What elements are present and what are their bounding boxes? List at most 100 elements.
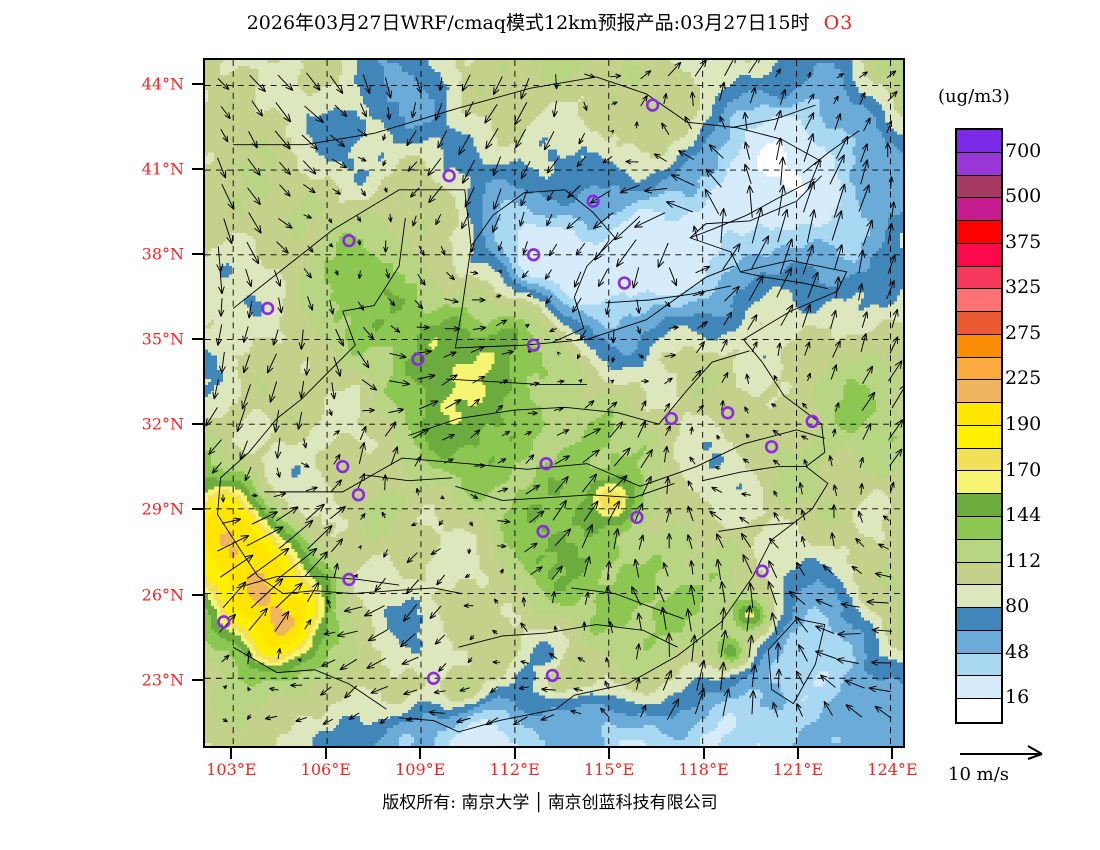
map-canvas[interactable] <box>205 60 903 746</box>
colorbar-band <box>957 198 1001 222</box>
latitude-tick-label: 35°N <box>142 330 184 349</box>
colorbar-band <box>957 676 1001 700</box>
longitude-tick-mark <box>419 748 422 759</box>
longitude-tick-label: 124°E <box>867 760 917 779</box>
latitude-axis: 44°N 41°N 38°N 35°N 32°N 29°N 26°N 23°N <box>0 0 203 850</box>
colorbar-tick-label: 16 <box>1005 686 1029 708</box>
city-marker[interactable] <box>351 488 366 502</box>
copyright-notice: 版权所有: 南京大学 │ 南京创蓝科技有限公司 <box>0 788 1100 813</box>
city-marker[interactable] <box>539 456 553 471</box>
latitude-tick-label: 26°N <box>142 585 184 604</box>
copyright-owner: 版权所有: 南京大学 <box>382 793 529 813</box>
colorbar-band <box>957 334 1001 358</box>
forecast-map[interactable] <box>203 58 905 748</box>
colorbar-tick-label: 190 <box>1005 413 1041 435</box>
title-text: 2026年03月27日WRF/cmaq模式12km预报产品:03月27日15时 <box>247 12 810 34</box>
longitude-tick-mark <box>796 748 799 759</box>
colorbar-tick-label: 170 <box>1005 459 1041 481</box>
colorbar <box>955 128 1003 724</box>
colorbar-tick-label: 80 <box>1005 595 1029 617</box>
latitude-tick-mark <box>192 593 203 596</box>
city-marker[interactable] <box>342 233 356 248</box>
city-marker[interactable] <box>805 414 819 429</box>
right-arrow-icon <box>960 745 1043 760</box>
city-marker[interactable] <box>526 248 541 262</box>
city-markers[interactable] <box>217 98 819 685</box>
longitude-tick-label: 115°E <box>584 760 634 779</box>
copyright-separator: │ <box>533 793 543 813</box>
city-marker[interactable] <box>764 440 779 454</box>
colorbar-band <box>957 312 1001 335</box>
colorbar-band <box>957 653 1001 677</box>
colorbar-band <box>957 175 1001 199</box>
page-title: 2026年03月27日WRF/cmaq模式12km预报产品:03月27日15时 O… <box>0 8 1100 35</box>
city-marker[interactable] <box>336 459 350 474</box>
city-marker[interactable] <box>586 194 600 208</box>
longitude-tick-label: 106°E <box>301 760 351 779</box>
colorbar-band <box>957 630 1001 654</box>
latitude-tick-label: 38°N <box>142 244 184 263</box>
latitude-tick-label: 29°N <box>142 500 184 519</box>
colorbar-band <box>957 221 1001 244</box>
wind-scale-label: 10 m/s <box>948 764 1009 785</box>
longitude-tick-mark <box>324 748 327 759</box>
colorbar-band <box>957 699 1001 722</box>
colorbar-tick-label: 700 <box>1005 140 1041 162</box>
latitude-tick-label: 32°N <box>142 415 184 434</box>
city-marker[interactable] <box>526 338 541 352</box>
city-marker[interactable] <box>536 524 550 539</box>
longitude-tick-mark <box>608 748 611 759</box>
colorbar-units: (ug/m3) <box>938 86 1010 107</box>
wind-vector-field <box>205 60 903 726</box>
colorbar-band <box>957 494 1001 518</box>
colorbar-labels: 700 500 375 325 275 225 190 170 144 112 80 48 16 <box>1005 128 1100 720</box>
city-marker[interactable] <box>442 169 456 183</box>
colorbar-band <box>957 425 1001 449</box>
colorbar-tick-label: 48 <box>1005 641 1029 663</box>
species-label: O3 <box>824 12 854 34</box>
longitude-tick-mark <box>513 748 516 759</box>
latitude-tick-label: 44°N <box>142 74 184 93</box>
colorbar-band <box>957 539 1001 563</box>
city-marker[interactable] <box>545 668 560 683</box>
latitude-tick-mark <box>192 82 203 85</box>
copyright-company: 南京创蓝科技有限公司 <box>548 793 718 813</box>
longitude-tick-label: 103°E <box>206 760 256 779</box>
city-marker[interactable] <box>630 510 644 524</box>
city-marker[interactable] <box>645 98 660 112</box>
longitude-tick-label: 112°E <box>490 760 540 779</box>
wind-scale: 10 m/s <box>948 738 1088 792</box>
colorbar-band <box>957 517 1001 540</box>
latitude-tick-mark <box>192 508 203 511</box>
map-gridlines <box>205 60 903 746</box>
longitude-tick-label: 121°E <box>773 760 823 779</box>
city-marker[interactable] <box>260 301 275 316</box>
city-marker[interactable] <box>617 276 632 290</box>
colorbar-band <box>957 585 1001 609</box>
city-marker[interactable] <box>342 572 356 587</box>
latitude-tick-label: 23°N <box>142 670 184 689</box>
city-marker[interactable] <box>426 671 441 685</box>
latitude-tick-mark <box>192 167 203 170</box>
longitude-tick-label: 109°E <box>395 760 445 779</box>
colorbar-band <box>957 608 1001 631</box>
colorbar-band <box>957 243 1001 267</box>
longitude-tick-mark <box>702 748 705 759</box>
colorbar-tick-label: 112 <box>1005 550 1041 572</box>
city-marker[interactable] <box>755 564 769 578</box>
city-marker[interactable] <box>411 352 425 366</box>
latitude-tick-label: 41°N <box>142 159 184 178</box>
city-marker[interactable] <box>664 411 678 426</box>
colorbar-band <box>957 471 1001 495</box>
longitude-tick-label: 118°E <box>678 760 728 779</box>
latitude-tick-mark <box>192 338 203 341</box>
colorbar-band <box>957 357 1001 381</box>
colorbar-tick-label: 375 <box>1005 231 1041 253</box>
colorbar-tick-label: 225 <box>1005 367 1041 389</box>
colorbar-tick-label: 275 <box>1005 322 1041 344</box>
colorbar-band <box>957 289 1001 313</box>
city-marker[interactable] <box>217 615 231 629</box>
latitude-tick-mark <box>192 423 203 426</box>
city-marker[interactable] <box>721 406 735 420</box>
